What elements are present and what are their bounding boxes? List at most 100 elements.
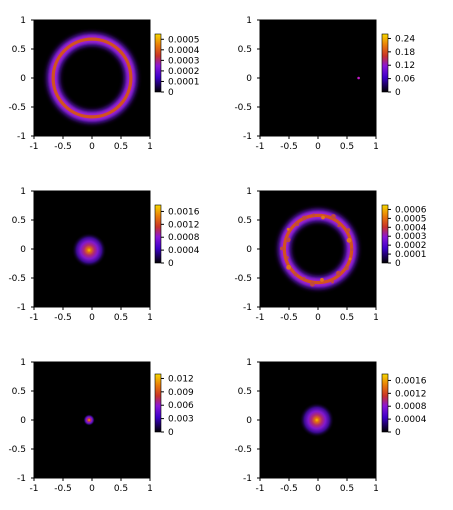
- blob: [299, 402, 335, 438]
- ring-speck: [301, 215, 307, 221]
- x-tick-label: -1: [256, 313, 265, 323]
- ring-speck: [346, 237, 352, 243]
- y-tick-label: -1: [17, 474, 26, 484]
- ring-speck: [346, 228, 351, 232]
- ring-speck: [280, 246, 284, 251]
- colorbar-tick-label: 0.0003: [395, 232, 427, 242]
- colorbar-tick-label: 0.0006: [395, 205, 427, 215]
- colorbar-tick-label: 0.18: [395, 48, 415, 58]
- x-tick-label: -1: [256, 142, 265, 152]
- ring-speck: [285, 256, 289, 259]
- colorbar-tick-label: 0.0002: [168, 67, 200, 77]
- heatmap-content: [299, 402, 335, 438]
- colorbar-tick-label: 0.0005: [168, 35, 200, 45]
- colorbar-tick-label: 0.0016: [395, 376, 427, 386]
- heatmap-content: [277, 208, 359, 290]
- hotspot-dot: [357, 76, 360, 80]
- colorbar: [382, 205, 388, 263]
- heatmap-panel-5: -1 -0.5 0 0.5 1 1 0.5 0 -0.5 -1 0.012 0.009 0.006 0.0…: [8, 358, 194, 494]
- colorbar-tick-label: 0.0004: [168, 246, 200, 256]
- colorbar-tick-label: 0.0001: [395, 250, 427, 260]
- heatmap-panel-1: -1 -0.5 0 0.5 1 1 0.5 0 -0.5 -1 0.00050.00040.0003…: [8, 16, 199, 152]
- colorbar-tick-label: 0: [168, 88, 174, 98]
- x-tick-label: 0.5: [114, 313, 128, 323]
- heatmap-panel-3: -1 -0.5 0 0.5 1 1 0.5 0 -0.5 -1 0.0016 0.0012 0.0008…: [8, 187, 199, 323]
- y-tick-label: 1: [20, 187, 26, 197]
- ring-speck: [293, 272, 298, 277]
- ring-speck: [336, 270, 341, 276]
- colorbar: [155, 374, 161, 432]
- heatmap-content: [71, 232, 107, 268]
- y-tick-label: 0: [20, 245, 26, 255]
- colorbar-tick-label: 0.003: [168, 415, 194, 425]
- colorbar-frame: [381, 204, 389, 264]
- colorbar-tick-label: 0.0008: [168, 233, 200, 243]
- heatmap-content: [357, 76, 360, 80]
- y-tick-label: 0: [20, 416, 26, 426]
- y-tick-label: 0.5: [238, 216, 252, 226]
- ring-speck: [285, 237, 291, 243]
- blob: [71, 232, 107, 268]
- y-tick-label: 0.5: [238, 45, 252, 55]
- ring-speck: [312, 213, 315, 217]
- colorbar-tick-label: 0.0004: [168, 46, 200, 56]
- colorbar-frame: [381, 373, 389, 433]
- colorbar-tick-label: 0: [395, 88, 401, 98]
- colorbar-tick-label: 0: [395, 259, 401, 269]
- x-tick-label: -0.5: [280, 142, 298, 152]
- y-tick-label: -1: [243, 303, 252, 313]
- x-tick-label: 0.5: [340, 142, 354, 152]
- y-tick-label: 0.5: [12, 216, 26, 226]
- colorbar-tick-label: 0.0001: [168, 77, 200, 87]
- colorbar-tick-label: 0.0002: [395, 241, 427, 251]
- x-tick-label: 1: [373, 142, 379, 152]
- x-tick-label: 0.5: [114, 484, 128, 494]
- x-tick-label: 0: [89, 484, 95, 494]
- x-tick-label: 0: [89, 142, 95, 152]
- y-tick-label: 1: [20, 358, 26, 368]
- y-tick-label: -1: [17, 303, 26, 313]
- colorbar-tick-label: 0.0016: [168, 207, 200, 217]
- heatmap-content: [46, 32, 138, 124]
- x-tick-label: 0.5: [114, 142, 128, 152]
- ring-speck: [321, 215, 325, 220]
- colorbar-tick-label: 0.0004: [395, 415, 427, 425]
- colorbar-tick-label: 0.12: [395, 61, 415, 71]
- x-tick-label: 1: [147, 484, 153, 494]
- x-tick-label: -1: [30, 313, 39, 323]
- y-tick-label: 0.5: [12, 45, 26, 55]
- y-tick-label: -1: [243, 132, 252, 142]
- colorbar-frame: [154, 204, 162, 264]
- x-tick-label: 1: [147, 313, 153, 323]
- ring-speck: [320, 278, 324, 282]
- colorbar-tick-label: 0.0003: [168, 56, 200, 66]
- ring-speck: [295, 222, 300, 227]
- y-tick-label: 1: [246, 187, 252, 197]
- colorbar-tick-label: 0.0005: [395, 214, 427, 224]
- ring-speck: [302, 276, 306, 280]
- colorbar-frame: [154, 33, 162, 93]
- colorbar-tick-label: 0.0012: [168, 220, 200, 230]
- colorbar-tick-label: 0: [395, 428, 401, 438]
- y-tick-label: 1: [246, 16, 252, 26]
- y-tick-label: -1: [17, 132, 26, 142]
- colorbar-tick-label: 0: [168, 428, 174, 438]
- ring-speck: [348, 257, 352, 261]
- x-tick-label: 0: [315, 142, 321, 152]
- colorbar-frame: [154, 373, 162, 433]
- heatmap-panel-4: -1 -0.5 0 0.5 1 1 0.5 0 -0.5 -1 0.00060.00050.0004…: [234, 187, 426, 323]
- heatmap-panel-6: -1 -0.5 0 0.5 1 1 0.5 0 -0.5 -1 0.0016 0.0012 0.0008…: [234, 358, 426, 494]
- y-tick-label: 0: [20, 74, 26, 84]
- x-tick-label: 0: [89, 313, 95, 323]
- y-tick-label: -0.5: [234, 103, 252, 113]
- colorbar-tick-label: 0.24: [395, 34, 415, 44]
- ring-speck: [337, 224, 341, 228]
- ring-speck: [331, 214, 336, 219]
- colorbar-tick-label: 0.0004: [395, 223, 427, 233]
- colorbar-tick-label: 0.012: [168, 374, 194, 384]
- y-tick-label: 0: [246, 74, 252, 84]
- y-tick-label: -0.5: [8, 445, 26, 455]
- ring-speck: [286, 264, 292, 270]
- ring-speck: [286, 227, 290, 231]
